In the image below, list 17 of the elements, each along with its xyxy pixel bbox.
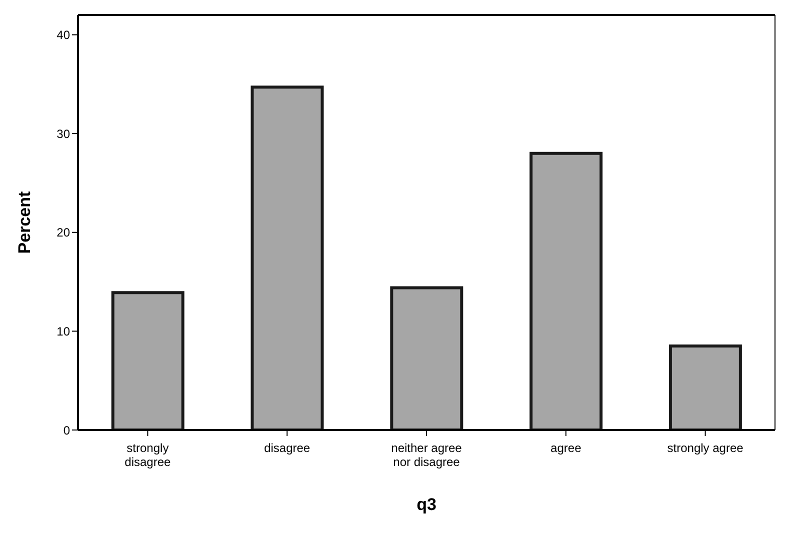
y-tick-label: 0 <box>63 423 70 438</box>
y-tick-label: 30 <box>56 126 70 141</box>
x-tick-label: strongly disagree <box>124 441 172 469</box>
x-tick-label: strongly agree <box>667 441 744 455</box>
x-tick-label: disagree <box>264 441 310 455</box>
y-tick-label: 20 <box>56 226 70 240</box>
x-tick-label: neither agree nor disagree <box>391 441 462 469</box>
y-tick-label: 40 <box>56 28 70 42</box>
y-tick-label: 10 <box>56 324 70 338</box>
bar <box>390 286 464 430</box>
bar <box>668 344 742 430</box>
bar <box>250 86 324 430</box>
x-axis-title: q3 <box>416 495 436 514</box>
bar <box>111 291 184 430</box>
bar <box>530 152 603 430</box>
x-tick-label: agree <box>550 441 582 455</box>
y-axis-title: Percent <box>15 190 34 254</box>
